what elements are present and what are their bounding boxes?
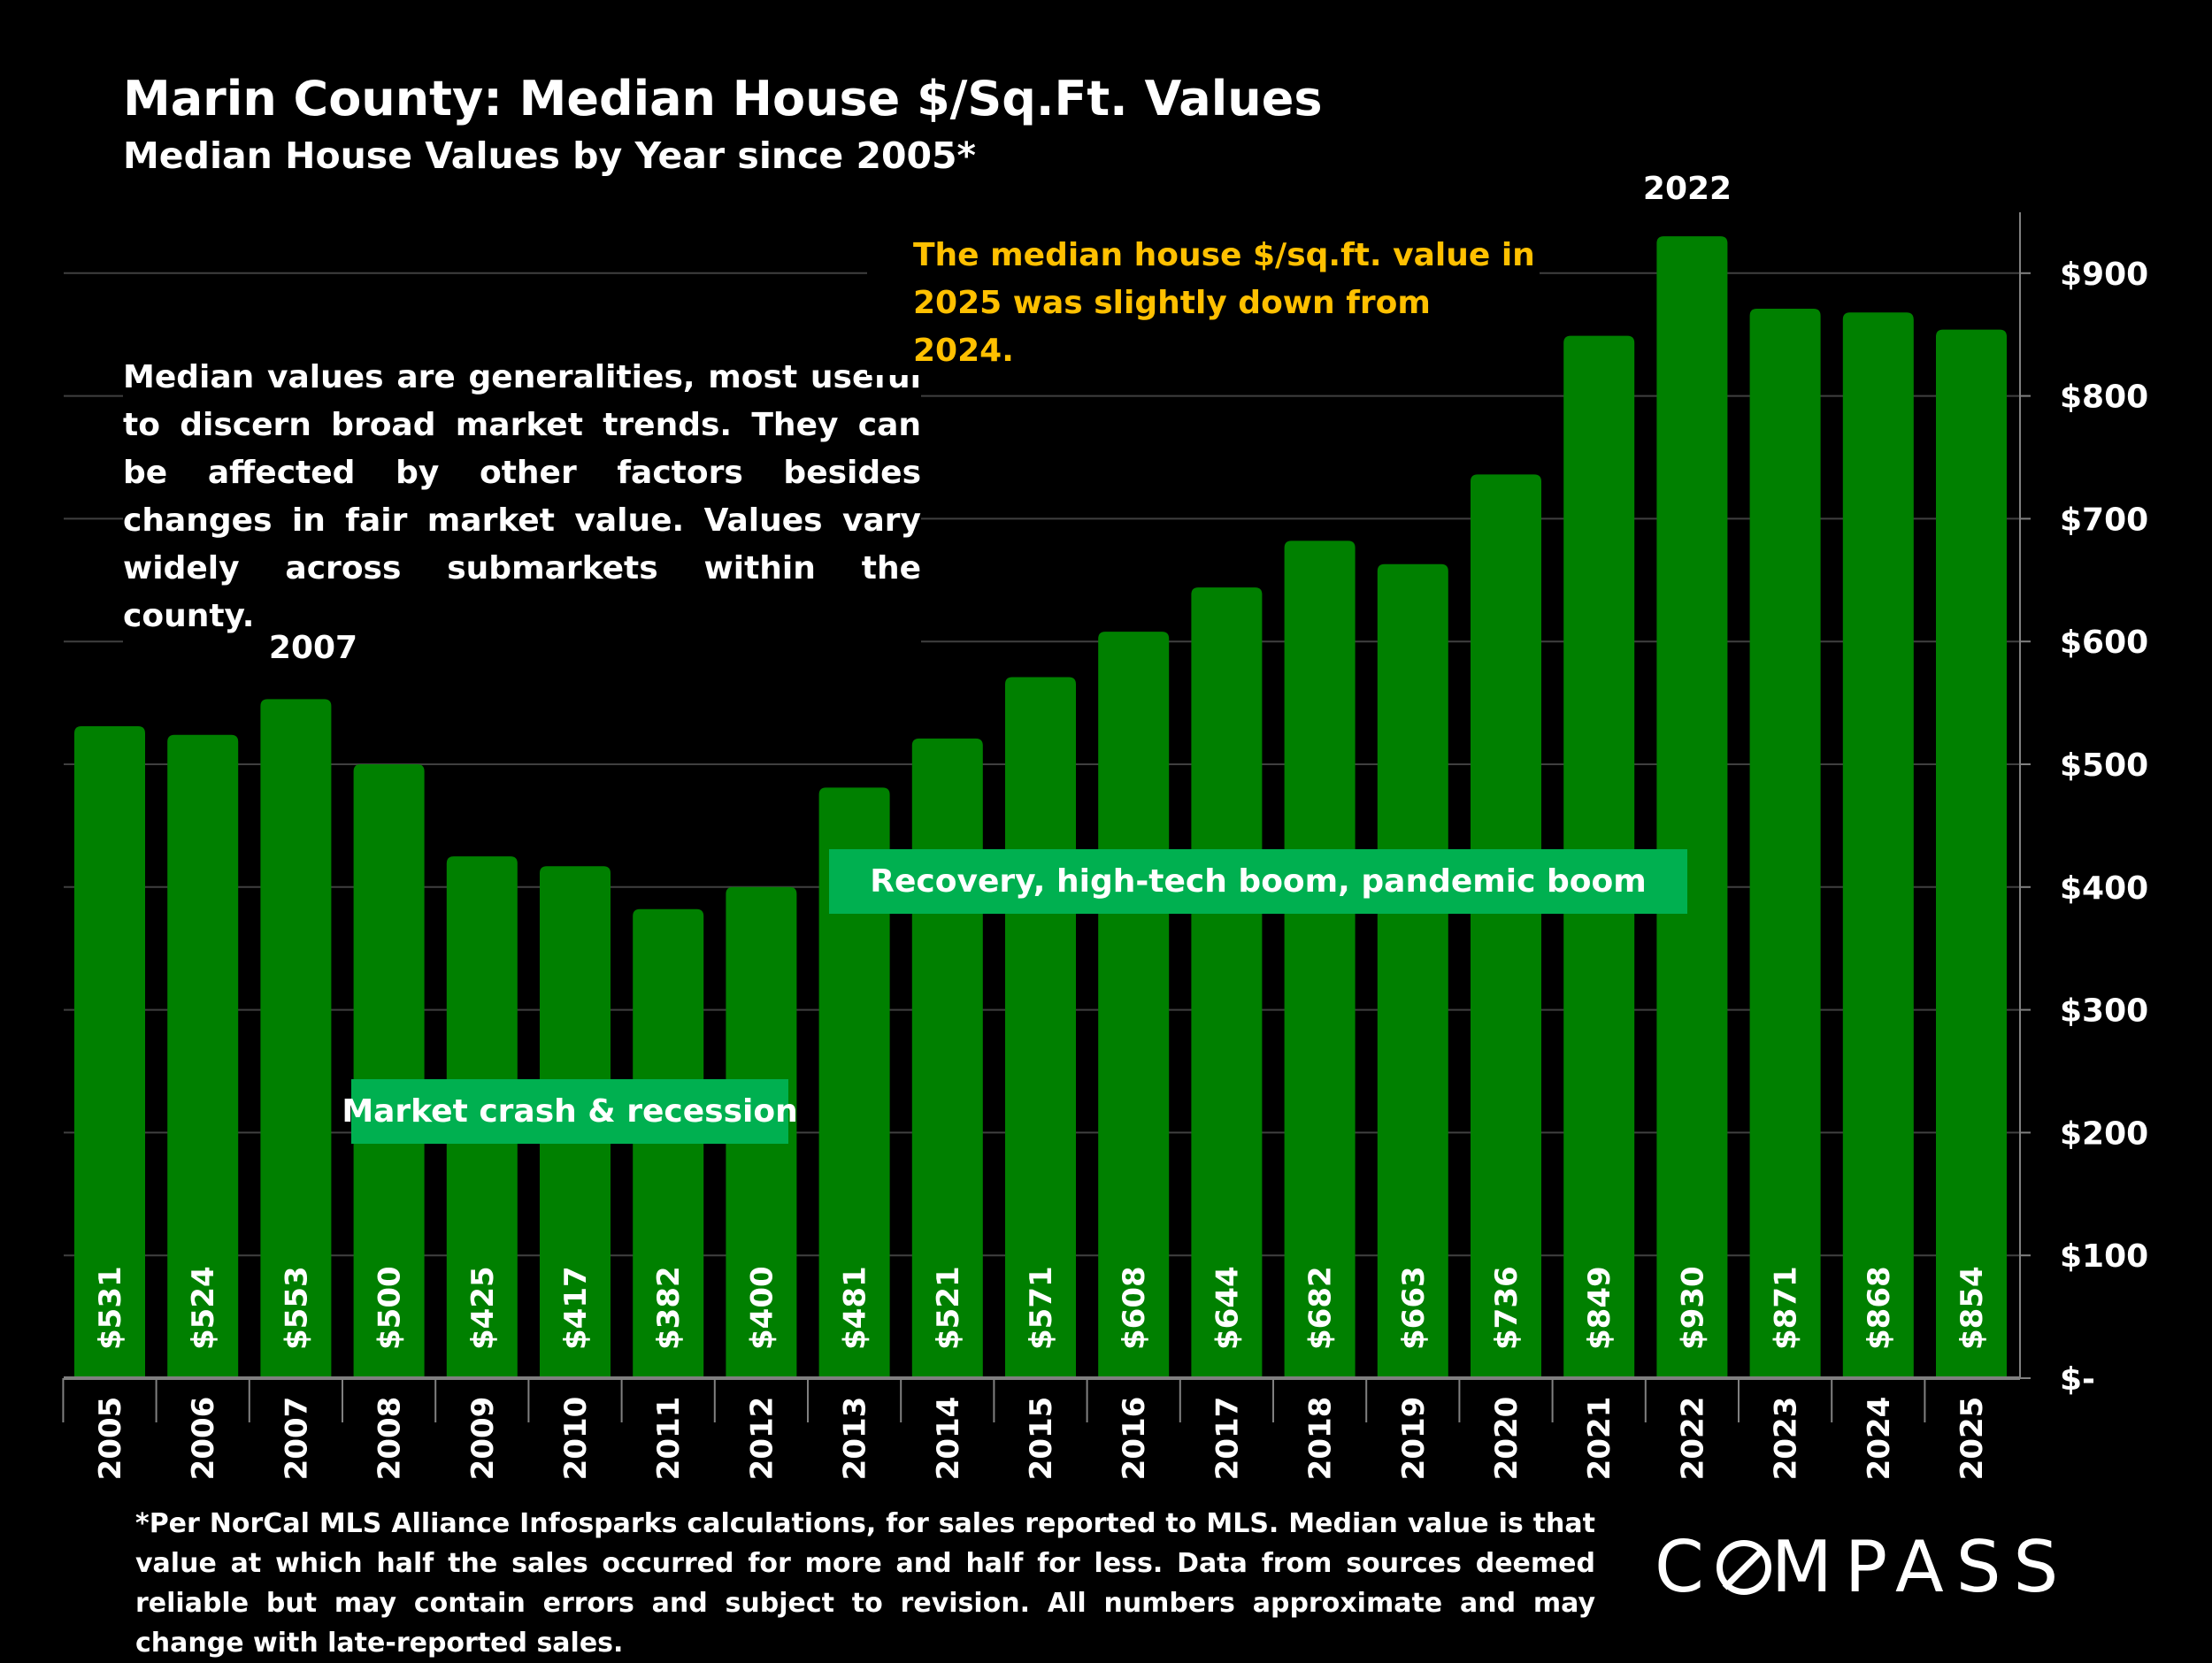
bar-2022 (1656, 236, 1728, 1378)
compass-logo: C MPASS (1655, 1526, 2071, 1608)
x-tick-label: 2020 (1489, 1397, 1525, 1481)
y-tick-label: $200 (2060, 1115, 2148, 1152)
x-tick-label: 2006 (186, 1397, 221, 1481)
y-tick-label: $100 (2060, 1238, 2148, 1275)
bar-2005 (74, 725, 145, 1378)
bar-2018 (1284, 540, 1356, 1378)
chart-title: Marin County: Median House $/Sq.Ft. Valu… (123, 71, 1323, 126)
x-tick-label: 2024 (1862, 1397, 1897, 1481)
data-label: $481 (838, 1266, 873, 1350)
data-label: $400 (744, 1266, 780, 1350)
x-tick-label: 2007 (279, 1397, 314, 1481)
x-tick-label: 2021 (1582, 1397, 1617, 1481)
x-tick-label: 2023 (1769, 1397, 1804, 1481)
y-tick-label: $900 (2060, 257, 2148, 293)
data-label: $382 (651, 1266, 687, 1350)
data-label: $531 (93, 1266, 128, 1350)
data-label: $500 (373, 1266, 408, 1350)
data-label: $736 (1489, 1266, 1525, 1350)
y-tick-label: $800 (2060, 379, 2148, 416)
data-label: $571 (1024, 1266, 1059, 1350)
chart-subtitle: Median House Values by Year since 2005* (123, 134, 977, 177)
data-label: $608 (1117, 1266, 1152, 1350)
callout-2025: The median house $/sq.ft. value in 2025 … (867, 232, 1540, 375)
x-tick-label: 2019 (1396, 1397, 1432, 1481)
y-tick-label: $- (2060, 1361, 2095, 1398)
x-tick-label: 2005 (93, 1397, 128, 1481)
bar-2016 (1098, 632, 1170, 1378)
crash-label: Market crash & recession (342, 1079, 798, 1144)
data-label: $663 (1396, 1266, 1432, 1350)
y-tick-label: $500 (2060, 747, 2148, 784)
peak-2007-label: 2007 (268, 630, 358, 666)
bar-2007 (260, 699, 332, 1378)
data-label: $425 (465, 1266, 501, 1350)
bar-2008 (353, 764, 425, 1378)
x-tick-label: 2010 (558, 1397, 594, 1481)
y-tick-label: $600 (2060, 625, 2148, 661)
footnote: *Per NorCal MLS Alliance Infosparks calc… (135, 1508, 1595, 1659)
bar-2017 (1191, 587, 1263, 1378)
x-tick-label: 2009 (465, 1397, 501, 1481)
y-tick-label: $400 (2060, 870, 2148, 907)
x-tick-label: 2016 (1117, 1397, 1152, 1481)
y-tick-label: $700 (2060, 502, 2148, 538)
data-label: $644 (1210, 1266, 1245, 1350)
data-label: $682 (1303, 1266, 1339, 1350)
x-tick-label: 2018 (1303, 1397, 1339, 1481)
bar-2013 (818, 787, 890, 1378)
recovery-label: Recovery, high-tech boom, pandemic boom (829, 849, 1687, 914)
y-tick-label: $300 (2060, 993, 2148, 1030)
x-tick-label: 2014 (931, 1397, 966, 1481)
x-tick-label: 2011 (651, 1397, 687, 1481)
data-label: $868 (1862, 1266, 1897, 1350)
data-label: $553 (279, 1266, 314, 1350)
x-tick-label: 2017 (1210, 1397, 1245, 1481)
data-label: $854 (1955, 1266, 1990, 1350)
data-label: $849 (1582, 1266, 1617, 1350)
x-tick-label: 2013 (838, 1397, 873, 1481)
bar-2023 (1749, 309, 1821, 1378)
data-label: $524 (186, 1266, 221, 1350)
data-label: $871 (1769, 1266, 1804, 1350)
bar-2024 (1842, 312, 1914, 1378)
x-tick-label: 2012 (744, 1397, 780, 1481)
data-label: $521 (931, 1266, 966, 1350)
x-tick-label: 2015 (1024, 1397, 1059, 1481)
data-label: $417 (558, 1266, 594, 1350)
bar-2006 (167, 734, 239, 1378)
x-tick-label: 2008 (373, 1397, 408, 1481)
x-tick-label: 2022 (1675, 1397, 1710, 1481)
peak-2022-label: 2022 (1642, 171, 1732, 207)
median-note: Median values are generalities, most use… (123, 350, 921, 646)
data-label: $930 (1675, 1266, 1710, 1350)
bar-2019 (1377, 563, 1448, 1378)
x-tick-label: 2025 (1955, 1397, 1990, 1481)
bar-2025 (1936, 329, 2007, 1379)
bar-2020 (1471, 474, 1541, 1378)
